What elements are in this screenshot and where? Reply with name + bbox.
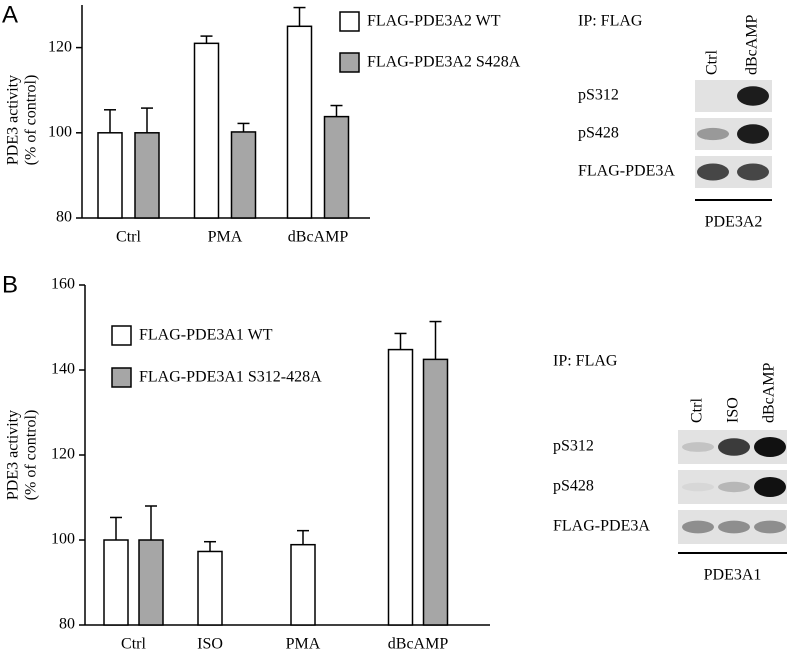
blot-group-label: PDE3A2 <box>705 214 763 231</box>
blot-row-label: pS312 <box>553 438 594 455</box>
bar <box>323 115 350 219</box>
bar <box>138 539 164 626</box>
y-tick-label: 140 <box>51 361 75 378</box>
blot-row-label: pS312 <box>578 87 619 104</box>
blot-band <box>754 437 786 457</box>
legend-swatch <box>339 11 360 32</box>
blot-row-label: pS428 <box>578 125 619 142</box>
blot-band <box>682 482 714 492</box>
blot-title: IP: FLAG <box>578 13 643 30</box>
blot-band <box>754 520 786 534</box>
y-tick-label: 120 <box>51 446 75 463</box>
bar <box>387 348 414 626</box>
x-tick-label: Ctrl <box>116 229 141 246</box>
legend-label: FLAG-PDE3A2 WT <box>367 13 501 30</box>
panel-label: A <box>2 1 18 28</box>
bar <box>97 132 123 219</box>
panel-label: B <box>2 271 18 298</box>
lane-label: dBcAMP <box>744 14 761 75</box>
lane-label: Ctrl <box>704 50 721 75</box>
blot-band <box>737 124 769 144</box>
legend-swatch <box>111 367 132 388</box>
blot-band <box>718 481 750 493</box>
blot-band <box>697 127 729 141</box>
lane-label: dBcAMP <box>761 362 778 423</box>
blot-row-label: FLAG-PDE3A <box>578 163 675 180</box>
bar <box>422 358 449 626</box>
y-axis-label: (% of control) <box>23 410 40 501</box>
blot-band <box>697 163 729 181</box>
blot-band <box>682 442 714 452</box>
y-axis-label: (% of control) <box>23 75 40 166</box>
legend-label: FLAG-PDE3A1 WT <box>139 327 273 344</box>
y-tick-label: 100 <box>48 123 72 140</box>
bar <box>290 543 316 626</box>
bar <box>197 550 223 626</box>
legend-label: FLAG-PDE3A1 S312-428A <box>139 369 322 386</box>
legend-swatch <box>339 52 360 73</box>
bar <box>286 25 313 219</box>
blot-band <box>754 477 786 497</box>
y-tick-label: 80 <box>59 616 75 633</box>
blot-band <box>682 520 714 534</box>
blot-band <box>718 520 750 534</box>
legend-label: FLAG-PDE3A2 S428A <box>367 54 521 71</box>
blot-strip <box>678 510 787 544</box>
bar <box>103 539 129 626</box>
x-tick-label: dBcAMP <box>288 229 349 246</box>
bar <box>193 42 220 219</box>
x-tick-label: ISO <box>197 636 223 653</box>
blot-group-label: PDE3A1 <box>704 567 762 584</box>
y-axis-label: PDE3 activity <box>5 410 22 500</box>
blot-band <box>718 438 750 456</box>
bar <box>230 131 257 219</box>
y-tick-label: 160 <box>51 276 75 293</box>
lane-label: ISO <box>725 397 742 423</box>
y-tick-label: 80 <box>56 209 72 226</box>
bar <box>134 132 160 219</box>
x-tick-label: PMA <box>208 229 243 246</box>
blot-row-label: pS428 <box>553 478 594 495</box>
y-axis-label: PDE3 activity <box>5 75 22 165</box>
y-tick-label: 120 <box>48 38 72 55</box>
blot-title: IP: FLAG <box>553 353 618 370</box>
blot-band <box>737 86 769 106</box>
lane-label: Ctrl <box>689 398 706 423</box>
y-tick-label: 100 <box>51 531 75 548</box>
blot-band <box>737 163 769 181</box>
x-tick-label: PMA <box>286 636 321 653</box>
blot-row-label: FLAG-PDE3A <box>553 518 650 535</box>
x-tick-label: dBcAMP <box>388 636 449 653</box>
x-tick-label: Ctrl <box>121 636 146 653</box>
legend-swatch <box>111 325 132 346</box>
